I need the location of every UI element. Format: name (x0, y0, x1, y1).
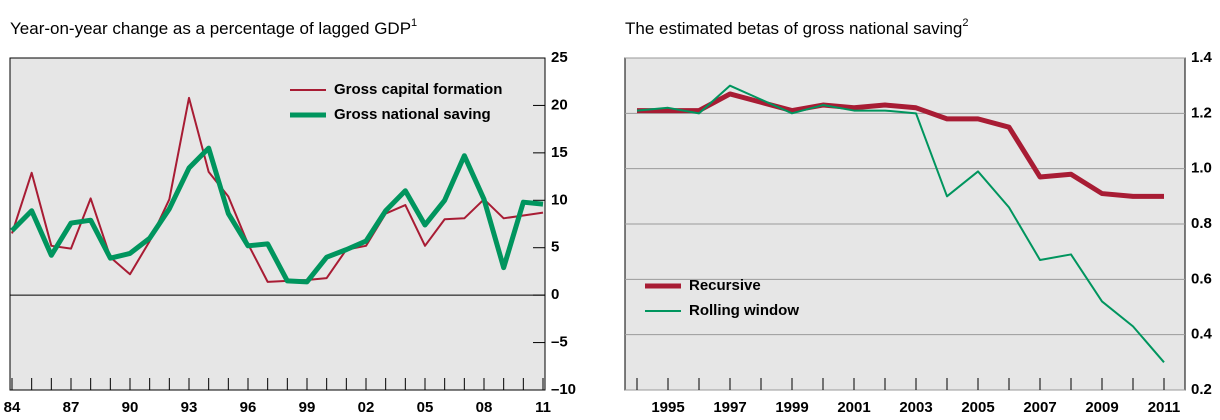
legend-label: Gross national saving (334, 106, 491, 123)
series-line (637, 91, 1164, 199)
x-tick-label: 2011 (1148, 399, 1181, 416)
x-tick-label: 05 (417, 399, 434, 416)
legend-label: Rolling window (689, 302, 799, 319)
y-tick-label: 20 (551, 96, 568, 113)
y-tick-label: 1.4 (1191, 49, 1213, 66)
x-tick-label: 02 (358, 399, 375, 416)
x-tick-label: 1995 (651, 399, 684, 416)
series-line (636, 84, 1165, 363)
y-tick-label: 0.8 (1191, 215, 1212, 232)
x-tick-label: 2003 (899, 399, 932, 416)
y-tick-label: 25 (551, 49, 568, 66)
x-tick-label: 1999 (775, 399, 808, 416)
legend-label: Gross capital formation (334, 81, 502, 98)
y-tick-label: –5 (551, 334, 568, 351)
x-tick-label: 87 (63, 399, 80, 416)
x-tick-label: 90 (122, 399, 139, 416)
y-tick-label: 10 (551, 191, 568, 208)
y-tick-label: 1.0 (1191, 160, 1212, 177)
title-text: The estimated betas of gross national sa… (625, 19, 962, 38)
y-tick-label: 0.6 (1191, 270, 1212, 287)
chart-title: The estimated betas of gross national sa… (625, 17, 969, 39)
title-superscript: 2 (962, 17, 968, 29)
x-tick-label: 96 (240, 399, 257, 416)
y-tick-label: 0 (551, 286, 559, 303)
x-tick-label: 2009 (1085, 399, 1118, 416)
y-tick-label: 15 (551, 144, 568, 161)
x-tick-label: 1997 (713, 399, 746, 416)
x-tick-label: 11 (535, 399, 551, 416)
x-tick-label: 84 (4, 399, 21, 416)
title-superscript: 1 (411, 17, 417, 29)
x-tick-label: 99 (299, 399, 316, 416)
y-tick-label: 0.4 (1191, 326, 1213, 343)
series-line (10, 145, 544, 285)
title-text: Year-on-year change as a percentage of l… (10, 19, 411, 38)
x-tick-label: 2001 (837, 399, 870, 416)
y-tick-label: 5 (551, 239, 559, 256)
x-tick-label: 2005 (961, 399, 994, 416)
y-tick-label: 1.2 (1191, 104, 1212, 121)
x-tick-label: 93 (181, 399, 198, 416)
x-tick-label: 08 (476, 399, 493, 416)
series-line (11, 96, 544, 283)
chart-title: Year-on-year change as a percentage of l… (10, 17, 417, 39)
x-tick-label: 2007 (1023, 399, 1056, 416)
legend-label: Recursive (689, 277, 761, 294)
y-tick-label: 0.2 (1191, 381, 1212, 398)
y-tick-label: –10 (551, 381, 576, 398)
